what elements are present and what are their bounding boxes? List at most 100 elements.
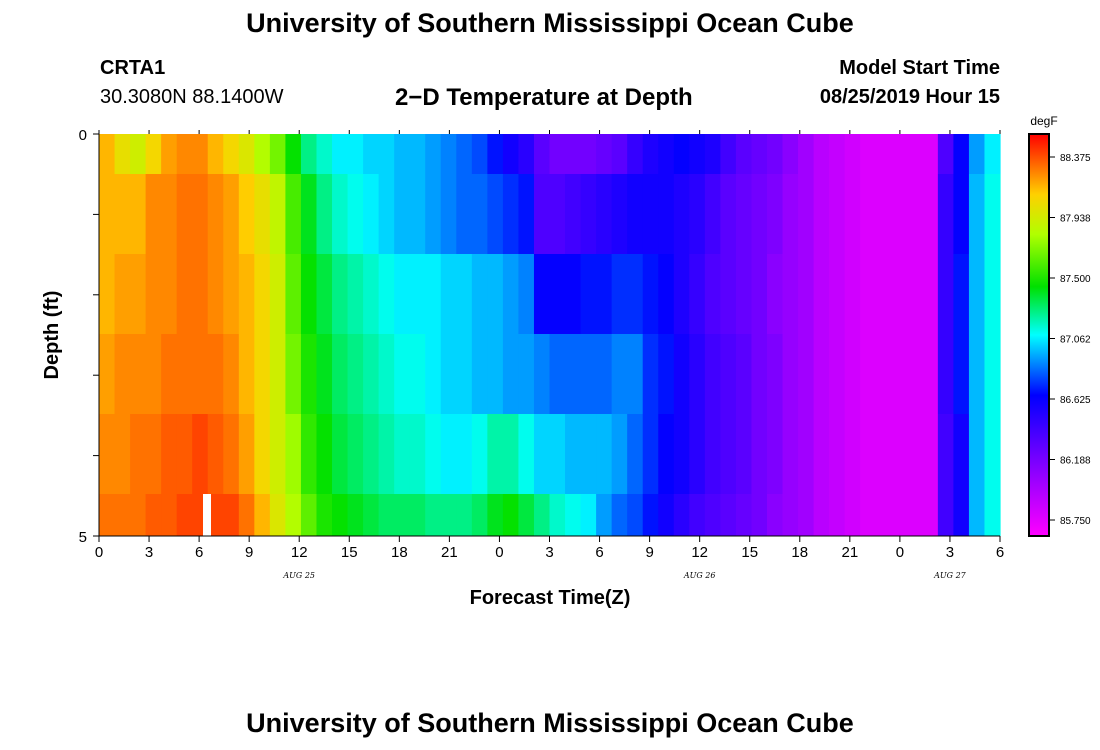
heatmap-cell: [922, 254, 939, 334]
heatmap-cell: [254, 254, 271, 334]
heatmap-cell: [440, 494, 457, 536]
heatmap-cell: [238, 134, 255, 174]
heatmap-cell: [114, 414, 131, 494]
heatmap-cell: [161, 414, 178, 494]
heatmap-cell: [316, 414, 333, 494]
heatmap-cell: [145, 334, 162, 414]
heatmap-cell: [565, 174, 582, 254]
heatmap-cell: [565, 334, 582, 414]
heatmap-cell: [99, 414, 116, 494]
heatmap-cell: [689, 494, 706, 536]
heatmap-cell: [394, 334, 411, 414]
heatmap-cell: [207, 414, 224, 494]
x-tick-label: 3: [545, 544, 553, 561]
heatmap-cell: [891, 494, 908, 536]
heatmap-cell: [471, 494, 488, 536]
x-tick-label: 18: [791, 544, 808, 561]
heatmap-cell: [176, 334, 193, 414]
heatmap-cell: [782, 174, 799, 254]
heatmap-cell: [300, 334, 318, 414]
heatmap-cell: [906, 494, 923, 536]
heatmap-cell: [968, 134, 986, 174]
heatmap-cell: [829, 494, 846, 536]
heatmap-cell: [192, 414, 209, 494]
heatmap-cell: [704, 134, 721, 174]
heatmap-cell: [673, 414, 690, 494]
heatmap-cell: [596, 134, 613, 174]
x-tick-label: 6: [195, 544, 203, 561]
heatmap-cell: [207, 254, 224, 334]
x-tick-label: 6: [996, 544, 1004, 561]
heatmap-cell: [860, 494, 877, 536]
heatmap-cell: [580, 494, 597, 536]
heatmap-cell: [285, 174, 302, 254]
colorbar-gradient: [1028, 133, 1050, 537]
x-date-label: AUG 27: [933, 571, 967, 580]
heatmap-cell: [875, 174, 892, 254]
heatmap-cell: [378, 494, 395, 536]
heatmap-cell: [456, 254, 473, 334]
heatmap-cell: [223, 174, 240, 254]
heatmap-cell: [953, 334, 970, 414]
heatmap-cell: [145, 494, 162, 536]
heatmap-cell: [238, 414, 255, 494]
heatmap-cell: [114, 134, 131, 174]
heatmap-cell: [813, 134, 830, 174]
heatmap-cell: [409, 414, 426, 494]
heatmap-cell: [611, 494, 628, 536]
heatmap-cell: [238, 254, 255, 334]
heatmap-cell: [596, 174, 613, 254]
heatmap-cell: [922, 334, 939, 414]
page-title: University of Southern Mississippi Ocean…: [246, 8, 854, 38]
heatmap-cell: [347, 414, 364, 494]
heatmap-cell: [269, 174, 287, 254]
heatmap-cell: [347, 334, 364, 414]
heatmap-cell: [394, 174, 411, 254]
heatmap-cell: [207, 134, 224, 174]
heatmap-cell: [161, 494, 178, 536]
heatmap-cell: [549, 414, 566, 494]
heatmap-cell: [223, 254, 240, 334]
heatmap-cell: [549, 174, 566, 254]
heatmap-cell: [425, 334, 442, 414]
heatmap-cell: [347, 174, 364, 254]
heatmap-cell: [285, 414, 302, 494]
heatmap-cell: [471, 174, 488, 254]
heatmap-cell: [735, 334, 753, 414]
heatmap-cell: [829, 254, 846, 334]
heatmap-cell: [549, 134, 566, 174]
heatmap-cell: [658, 174, 675, 254]
heatmap-cell: [378, 254, 395, 334]
heatmap-cell: [285, 494, 302, 536]
heatmap-cell: [254, 494, 271, 536]
heatmap-cell: [735, 254, 753, 334]
heatmap-cell: [332, 414, 349, 494]
heatmap-cell: [502, 174, 520, 254]
heatmap-cell: [533, 334, 551, 414]
x-tick-label: 18: [391, 544, 408, 561]
heatmap-cell: [813, 254, 830, 334]
heatmap-cell: [425, 414, 442, 494]
x-tick-label: 15: [341, 544, 358, 561]
colorbar-tick-label: 86.188: [1060, 456, 1091, 467]
heatmap-cell: [114, 494, 131, 536]
heatmap-cell: [875, 334, 892, 414]
heatmap-cell: [906, 334, 923, 414]
heatmap-cell: [518, 254, 535, 334]
heatmap-cell: [363, 414, 380, 494]
heatmap-cell: [269, 414, 287, 494]
heatmap-cell: [875, 494, 892, 536]
x-tick-label: 9: [645, 544, 653, 561]
heatmap-cell: [285, 334, 302, 414]
heatmap-cell: [254, 334, 271, 414]
heatmap-cell: [720, 174, 737, 254]
heatmap-cell: [409, 134, 426, 174]
heatmap-cell: [782, 334, 799, 414]
heatmap-cell: [316, 254, 333, 334]
station-id: CRTA1: [100, 57, 166, 79]
heatmap-cell: [409, 494, 426, 536]
heatmap-cell: [145, 414, 162, 494]
heatmap-cell: [238, 494, 255, 536]
heatmap-cell: [518, 334, 535, 414]
heatmap-cell: [471, 254, 488, 334]
